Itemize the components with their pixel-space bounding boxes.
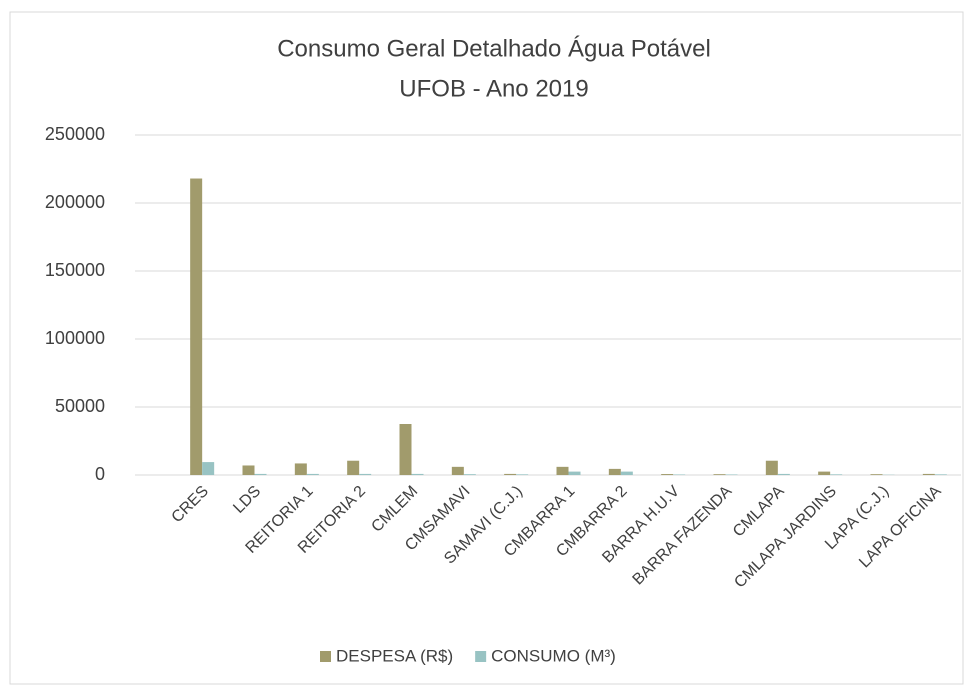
legend-swatch (320, 651, 331, 662)
legend-label: CONSUMO (M³) (491, 646, 616, 665)
bar (608, 468, 621, 475)
bar (359, 473, 372, 475)
bar (713, 474, 726, 475)
legend-swatch (475, 651, 487, 662)
bar (870, 474, 883, 475)
y-tick-label: 250000 (45, 124, 105, 144)
legend-label: DESPESA (R$) (336, 646, 453, 665)
bar (818, 471, 831, 475)
bar (661, 474, 674, 475)
bar (242, 465, 255, 475)
bar (725, 474, 738, 475)
bar (934, 474, 947, 475)
bar (777, 473, 790, 475)
bar (673, 474, 686, 475)
bar (347, 460, 360, 475)
bar (765, 460, 778, 475)
y-tick-label: 0 (95, 464, 105, 484)
bar (830, 474, 843, 475)
bar (254, 473, 267, 475)
bar (568, 471, 581, 475)
y-tick-label: 50000 (55, 396, 105, 416)
bar (411, 473, 424, 475)
y-tick-label: 150000 (45, 260, 105, 280)
bar (516, 474, 529, 475)
bar (202, 462, 215, 475)
y-tick-label: 200000 (45, 192, 105, 212)
bar (306, 473, 319, 475)
bar (463, 474, 476, 475)
bar (620, 471, 633, 475)
bar (922, 473, 935, 475)
bar (451, 466, 464, 475)
bar (190, 178, 203, 475)
chart-title: Consumo Geral Detalhado Água Potável (277, 35, 711, 62)
bar (556, 466, 569, 475)
bar (294, 463, 307, 475)
bar (504, 473, 517, 475)
chart-frame (9, 11, 964, 685)
chart-subtitle: UFOB - Ano 2019 (399, 75, 588, 102)
bar (399, 424, 412, 475)
y-tick-label: 100000 (45, 328, 105, 348)
